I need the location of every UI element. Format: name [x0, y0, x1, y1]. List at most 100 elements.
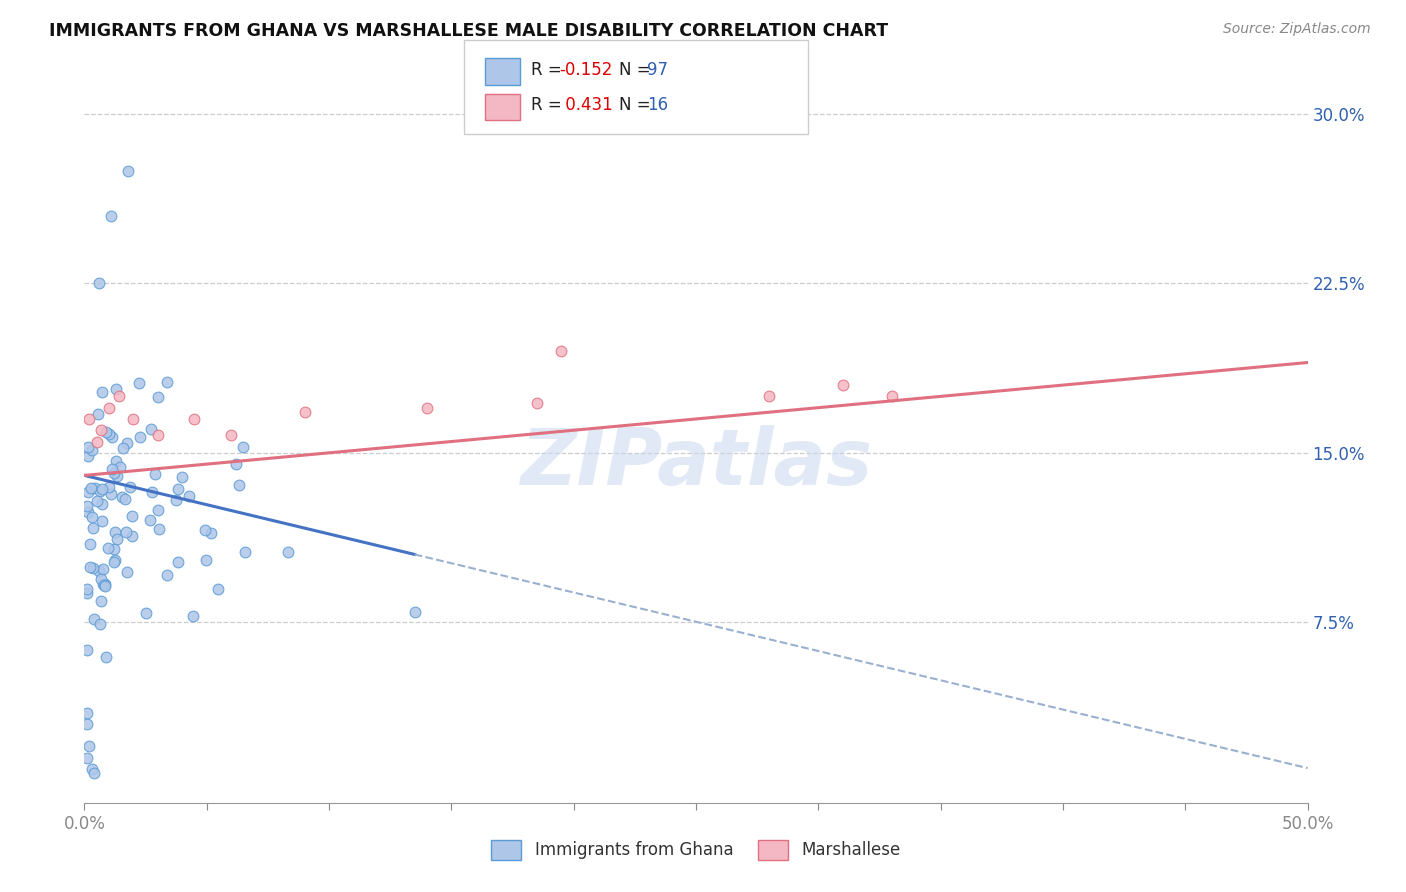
Point: [105, 532, 128, 546]
Point: [115, 524, 138, 539]
Legend: Immigrants from Ghana, Marshallese: Immigrants from Ghana, Marshallese: [485, 833, 907, 867]
Point: [77, 739, 100, 754]
Point: [76, 642, 98, 657]
Point: [76, 582, 98, 596]
Point: [91, 562, 114, 576]
Point: [146, 427, 169, 442]
Point: [76, 716, 98, 731]
Point: [101, 462, 124, 476]
Point: [115, 565, 138, 579]
Point: [82, 521, 104, 535]
Point: [104, 524, 127, 539]
Point: [194, 553, 217, 567]
Point: [207, 582, 229, 596]
Point: [112, 442, 135, 456]
Point: [90, 423, 112, 437]
Point: [141, 485, 163, 500]
Text: 97: 97: [647, 62, 668, 79]
Point: [76, 750, 98, 764]
Text: R =: R =: [531, 96, 568, 114]
Point: [183, 412, 205, 426]
Point: [156, 568, 179, 582]
Point: [233, 545, 256, 559]
Point: [80, 509, 103, 524]
Point: [76, 505, 98, 519]
Point: [120, 480, 142, 494]
Point: [104, 454, 127, 468]
Point: [80, 481, 103, 495]
Point: [91, 576, 114, 591]
Text: 16: 16: [647, 96, 668, 114]
Point: [170, 470, 193, 484]
Point: [165, 493, 187, 508]
Point: [228, 478, 250, 492]
Point: [82, 443, 104, 458]
Text: 0.431: 0.431: [560, 96, 613, 114]
Point: [77, 412, 100, 426]
Point: [83, 481, 105, 495]
Point: [77, 450, 100, 464]
Point: [148, 391, 170, 405]
Point: [90, 572, 112, 586]
Point: [87, 277, 110, 291]
Point: [122, 412, 145, 426]
Text: N =: N =: [619, 62, 655, 79]
Point: [83, 612, 105, 626]
Point: [103, 555, 125, 569]
Point: [105, 382, 128, 396]
Point: [97, 541, 120, 555]
Text: IMMIGRANTS FROM GHANA VS MARSHALLESE MALE DISABILITY CORRELATION CHART: IMMIGRANTS FROM GHANA VS MARSHALLESE MAL…: [49, 22, 889, 40]
Point: [105, 469, 128, 483]
Point: [181, 608, 204, 623]
Point: [91, 385, 114, 400]
Point: [97, 427, 120, 442]
Point: [108, 460, 131, 475]
Point: [89, 616, 111, 631]
Point: [93, 577, 115, 591]
Point: [101, 430, 124, 444]
Point: [103, 541, 125, 556]
Point: [194, 524, 217, 538]
Point: [156, 375, 179, 389]
Point: [76, 586, 98, 600]
Point: [148, 522, 170, 536]
Point: [219, 427, 242, 442]
Point: [232, 440, 254, 454]
Point: [831, 378, 853, 392]
Point: [121, 529, 143, 543]
Point: [79, 537, 101, 551]
Point: [86, 494, 108, 508]
Point: [115, 435, 138, 450]
Point: [129, 430, 152, 444]
Point: [107, 389, 129, 403]
Point: [83, 766, 105, 780]
Point: [526, 396, 548, 410]
Point: [89, 565, 111, 579]
Point: [76, 499, 98, 513]
Text: R =: R =: [531, 62, 568, 79]
Point: [880, 389, 903, 403]
Point: [77, 485, 100, 500]
Point: [135, 607, 157, 621]
Point: [82, 561, 104, 575]
Point: [143, 467, 166, 481]
Point: [179, 489, 201, 503]
Point: [79, 560, 101, 574]
Point: [139, 422, 162, 436]
Point: [94, 425, 117, 439]
Point: [167, 482, 190, 496]
Point: [758, 389, 780, 403]
Text: -0.152: -0.152: [560, 62, 613, 79]
Point: [90, 594, 112, 608]
Text: ZIPatlas: ZIPatlas: [520, 425, 872, 501]
Point: [86, 434, 108, 449]
Point: [91, 514, 114, 528]
Point: [93, 578, 115, 592]
Point: [139, 513, 162, 527]
Point: [146, 503, 169, 517]
Point: [103, 466, 125, 480]
Text: N =: N =: [619, 96, 655, 114]
Point: [94, 579, 117, 593]
Point: [94, 649, 117, 664]
Point: [90, 482, 112, 496]
